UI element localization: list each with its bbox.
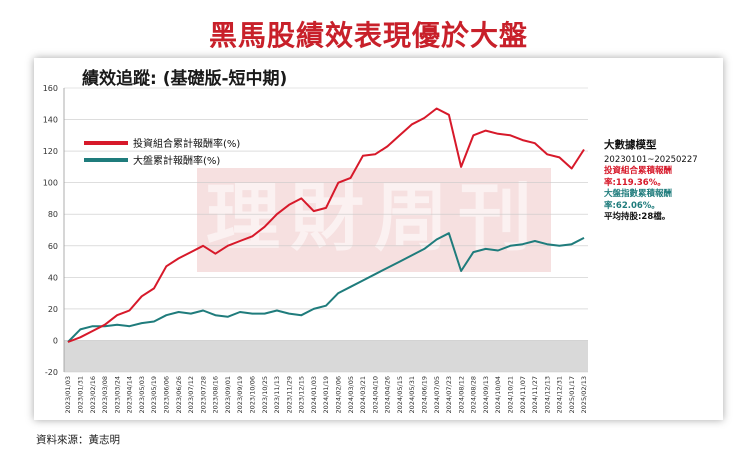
watermark-text: 理財周刊 xyxy=(206,175,542,261)
chart-title: 績效追蹤: (基礎版-短中期) xyxy=(82,69,288,89)
x-tick-label: 2023/09/01 xyxy=(224,376,232,413)
x-tick-label: 2023/05/03 xyxy=(138,376,146,413)
y-tick-label: 20 xyxy=(48,305,58,314)
side-panel-title: 大數據模型 xyxy=(604,139,657,151)
x-tick-label: 2023/03/08 xyxy=(101,376,109,413)
x-tick-label: 2025/01/17 xyxy=(568,376,576,413)
x-tick-label: 2023/02/16 xyxy=(89,376,97,413)
x-tick-label: 2024/01/19 xyxy=(322,376,330,413)
index-return-value: 率:62.06%。 xyxy=(604,200,660,211)
below-zero-band xyxy=(64,340,588,372)
x-tick-label: 2023/08/16 xyxy=(212,376,220,413)
x-tick-label: 2024/05/31 xyxy=(408,376,416,413)
x-tick-label: 2024/07/23 xyxy=(445,376,453,413)
y-tick-label: 40 xyxy=(48,273,58,282)
y-tick-label: 160 xyxy=(43,84,58,93)
x-tick-label: 2023/07/28 xyxy=(199,376,207,413)
x-tick-label: 2023/04/14 xyxy=(126,376,134,413)
x-tick-label: 2023/09/19 xyxy=(236,376,244,413)
index-return-label: 大盤指數累積報酬 xyxy=(604,189,673,199)
side-panel: 大數據模型 20230101~20250227 投資組合累積報酬 率:119.3… xyxy=(604,139,724,224)
x-tick-label: 2024/04/10 xyxy=(371,376,379,413)
x-tick-label: 2024/11/07 xyxy=(519,376,527,413)
y-tick-label: 120 xyxy=(43,147,58,156)
x-tick-label: 2024/10/21 xyxy=(506,376,514,413)
y-tick-label: 80 xyxy=(48,210,58,219)
x-tick-label: 2024/09/13 xyxy=(482,376,490,413)
portfolio-return-value: 率:119.36%。 xyxy=(604,177,666,188)
y-tick-label: -20 xyxy=(45,368,58,377)
x-tick-label: 2023/01/03 xyxy=(64,376,72,413)
data-source: 資料來源：黃志明 xyxy=(36,434,120,446)
index-return-line xyxy=(67,232,585,343)
legend-label-portfolio: 投資組合累計報酬率(%) xyxy=(133,137,240,150)
x-tick-label: 2023/06/06 xyxy=(162,376,170,413)
x-axis-ticks: 2023/01/03 2023/01/31 2023/02/16 2023/03/08… xyxy=(64,376,588,413)
x-tick-label: 2024/12/13 xyxy=(543,376,551,413)
y-tick-label: 0 xyxy=(53,336,58,345)
x-tick-label: 2024/07/05 xyxy=(433,376,441,413)
chart-legend: 投資組合累計報酬率(%) 大盤累計報酬率(%) xyxy=(84,137,240,167)
x-tick-label: 2024/03/21 xyxy=(359,376,367,413)
x-tick-label: 2023/10/06 xyxy=(248,376,256,413)
x-tick-label: 2024/06/19 xyxy=(420,376,428,413)
x-tick-label: 2024/01/03 xyxy=(310,376,318,413)
x-tick-label: 2024/08/12 xyxy=(457,376,465,413)
x-tick-label: 2023/10/25 xyxy=(261,376,269,413)
x-tick-label: 2024/02/06 xyxy=(334,376,342,413)
portfolio-return-label: 投資組合累積報酬 xyxy=(604,166,673,176)
x-tick-label: 2024/05/15 xyxy=(396,376,404,413)
x-tick-label: 2024/12/31 xyxy=(556,376,564,413)
x-tick-label: 2024/11/27 xyxy=(531,376,539,413)
x-tick-label: 2023/11/13 xyxy=(273,376,281,413)
x-tick-label: 2023/03/24 xyxy=(113,376,121,413)
x-tick-label: 2023/06/26 xyxy=(175,376,183,413)
chart-grid xyxy=(63,87,588,373)
page-headline: 黑馬股績效表現優於大盤 xyxy=(208,19,528,52)
side-panel-period: 20230101~20250227 xyxy=(604,154,698,165)
y-tick-label: 140 xyxy=(43,116,58,125)
x-tick-label: 2023/07/12 xyxy=(187,376,195,413)
x-tick-label: 2023/11/29 xyxy=(285,376,293,413)
x-tick-label: 2024/10/04 xyxy=(494,376,502,413)
x-tick-label: 2023/01/31 xyxy=(76,376,84,413)
legend-label-index: 大盤累計報酬率(%) xyxy=(133,154,220,167)
x-tick-label: 2023/05/19 xyxy=(150,376,158,413)
portfolio-return-line xyxy=(67,107,585,343)
chart-lines xyxy=(67,107,585,343)
average-holding: 平均持股:28檔。 xyxy=(604,212,671,222)
y-tick-label: 60 xyxy=(48,242,58,251)
y-axis-ticks: -20 0 20 40 60 80 100 120 140 160 xyxy=(43,84,58,377)
x-tick-label: 2024/03/05 xyxy=(347,376,355,413)
x-tick-label: 2023/12/15 xyxy=(298,376,306,413)
x-tick-label: 2025/02/13 xyxy=(580,376,588,413)
x-tick-label: 2024/08/28 xyxy=(470,376,478,413)
y-tick-label: 100 xyxy=(43,179,58,188)
watermark-box xyxy=(197,168,551,272)
x-tick-label: 2024/04/26 xyxy=(384,376,392,413)
